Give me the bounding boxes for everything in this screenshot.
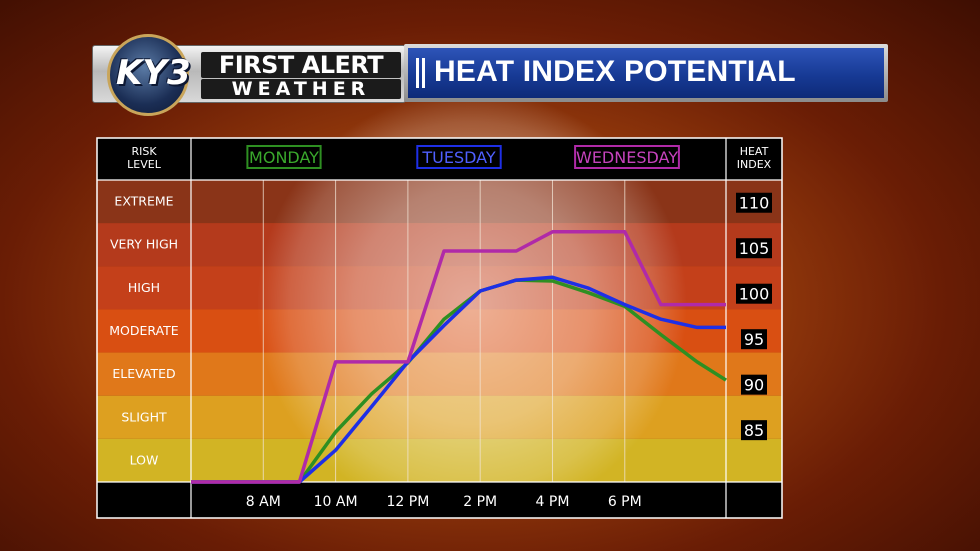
legend-label: WEDNESDAY <box>576 148 678 167</box>
logo-ky3-text: KY3 <box>116 53 191 93</box>
heat-tick-label: 100 <box>739 285 770 304</box>
risk-header-line1: RISK <box>131 145 157 158</box>
heat-tick-box <box>741 374 767 395</box>
risk-level-label: EXTREME <box>114 194 173 209</box>
heat-tick-label: 85 <box>744 421 764 440</box>
day-legend: MONDAY TUESDAY WEDNESDAY <box>246 145 680 169</box>
legend-label: MONDAY <box>249 148 319 167</box>
logo-weather-text: WEATHER <box>201 79 401 99</box>
x-tick-label: 4 PM <box>536 494 570 510</box>
legend-box <box>246 145 322 169</box>
header-bar: KY3 FIRST ALERT WEATHER HEAT INDEX POTEN… <box>92 34 888 116</box>
series-line-tuesday <box>191 275 726 484</box>
risk-level-label: ELEVATED <box>112 366 175 381</box>
logo-seal-icon: KY3 <box>107 34 191 116</box>
series-line-wednesday <box>191 230 726 484</box>
x-tick-labels: 8 AM 10 AM 12 PM 2 PM 4 PM 6 PM <box>246 494 642 510</box>
heat-tick-label: 105 <box>739 239 770 258</box>
legend-label: TUESDAY <box>421 148 495 167</box>
risk-level-label: LOW <box>130 452 159 467</box>
heat-tick-box <box>741 420 767 441</box>
heat-tick-label: 90 <box>744 376 764 395</box>
risk-level-label: VERY HIGH <box>110 237 178 252</box>
heat-tick-box <box>736 238 772 259</box>
x-tick-label: 12 PM <box>386 494 429 510</box>
heat-tick-label: 110 <box>739 194 770 213</box>
heat-header-line2: INDEX <box>737 158 772 171</box>
legend-box <box>574 145 680 169</box>
legend-box <box>416 145 502 169</box>
risk-level-header: RISK LEVEL <box>127 145 162 171</box>
x-tick-label: 2 PM <box>463 494 497 510</box>
heat-tick-box <box>736 192 772 213</box>
x-tick-label: 6 PM <box>608 494 642 510</box>
risk-header-line2: LEVEL <box>127 158 162 171</box>
heat-tick-box <box>736 283 772 304</box>
page-title: HEAT INDEX POTENTIAL <box>434 55 796 88</box>
title-accent-bar <box>422 58 425 88</box>
logo-first-alert-text: FIRST ALERT <box>201 52 401 78</box>
heat-index-header: HEAT INDEX <box>737 145 772 171</box>
x-tick-label: 8 AM <box>246 494 281 510</box>
x-tick-label: 10 AM <box>314 494 358 510</box>
title-accent-bar <box>416 58 419 88</box>
risk-level-labels: EXTREME VERY HIGH HIGH MODERATE ELEVATED SLIG… <box>109 194 179 468</box>
heat-header-line1: HEAT <box>740 145 769 158</box>
risk-level-label: SLIGHT <box>121 409 167 424</box>
risk-level-label: HIGH <box>128 280 160 295</box>
heat-tick-box <box>741 329 767 350</box>
heat-index-tick-labels: 85 90 95 100 105 110 <box>736 192 772 441</box>
series-lines <box>191 230 727 484</box>
heat-tick-label: 95 <box>744 330 764 349</box>
title-panel: HEAT INDEX POTENTIAL <box>404 44 888 102</box>
risk-level-label: MODERATE <box>109 323 179 338</box>
station-logo: KY3 FIRST ALERT WEATHER <box>92 34 406 116</box>
title-banner: HEAT INDEX POTENTIAL <box>408 48 884 98</box>
